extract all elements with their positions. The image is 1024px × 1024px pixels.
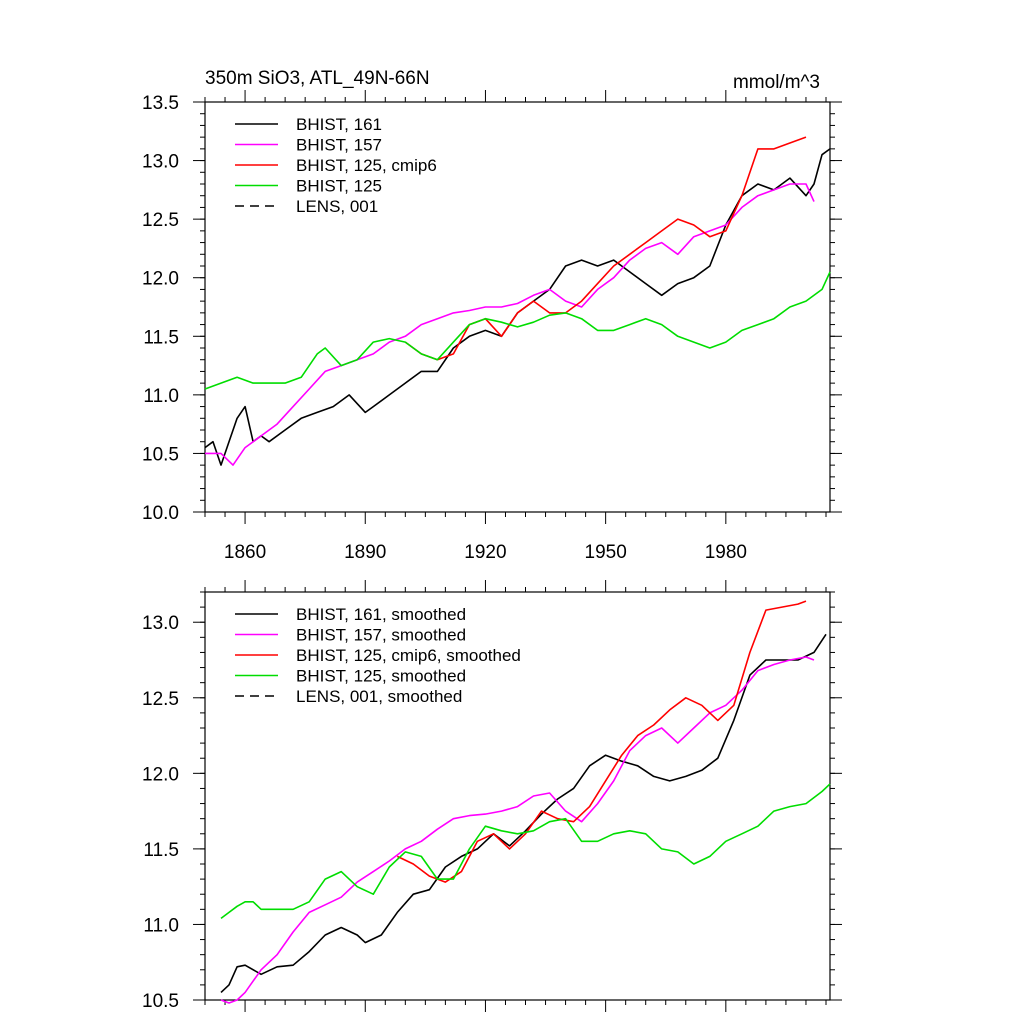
y-tick-label: 13.0 [142, 613, 179, 634]
legend-label: BHIST, 161 [296, 115, 382, 134]
series-line [220, 783, 831, 920]
series-line [205, 183, 815, 466]
plot-frame [204, 591, 831, 1001]
legend-label: LENS, 001, smoothed [296, 687, 462, 706]
series-line [220, 656, 815, 1004]
plot-frame [204, 101, 831, 513]
y-tick-label: 13.0 [142, 152, 179, 173]
y-tick-label: 10.5 [142, 444, 179, 465]
series-line [396, 600, 807, 883]
legend-label: BHIST, 157 [296, 136, 382, 155]
x-tick-label: 1980 [705, 542, 747, 563]
y-tick-label: 10.5 [142, 991, 179, 1012]
y-tick-label: 11.5 [143, 840, 179, 861]
series-line [204, 148, 831, 466]
y-tick-label: 13.5 [142, 93, 179, 114]
legend-label: BHIST, 157, smoothed [296, 626, 466, 645]
x-tick-label: 1920 [464, 542, 506, 563]
series-line [220, 633, 827, 993]
legend-label: BHIST, 125 [296, 177, 382, 196]
top-chart-title: 350m SiO3, ATL_49N-66N [205, 68, 430, 89]
top-chart-units: mmol/m^3 [733, 72, 820, 93]
y-tick-label: 12.0 [142, 269, 179, 290]
x-tick-label: 1860 [224, 542, 266, 563]
y-tick-label: 10.0 [142, 503, 179, 524]
series-line [404, 136, 807, 361]
y-tick-label: 12.5 [142, 210, 179, 231]
series-line [204, 271, 831, 390]
x-tick-label: 1950 [585, 542, 627, 563]
legend-label: BHIST, 125, smoothed [296, 667, 466, 686]
bottom-chart-panel: 10.5 11.0 11.5 12.0 12.5 13.0 BHIST, 161, smoo… [142, 580, 842, 1012]
legend-label: BHIST, 161, smoothed [296, 605, 466, 624]
legend-label: BHIST, 125, cmip6, smoothed [296, 646, 521, 665]
top-chart-panel: 1860 1890 1920 1950 1980 10.0 10.5 11.0 11.5 12.0… [142, 90, 842, 563]
y-tick-label: 11.0 [143, 915, 179, 936]
y-tick-label: 11.0 [143, 386, 179, 407]
legend-label: BHIST, 125, cmip6 [296, 156, 437, 175]
y-tick-label: 12.5 [142, 689, 179, 710]
y-tick-label: 11.5 [143, 327, 179, 348]
x-tick-label: 1890 [344, 542, 386, 563]
legend-label: LENS, 001 [296, 197, 378, 216]
y-tick-label: 12.0 [142, 764, 179, 785]
